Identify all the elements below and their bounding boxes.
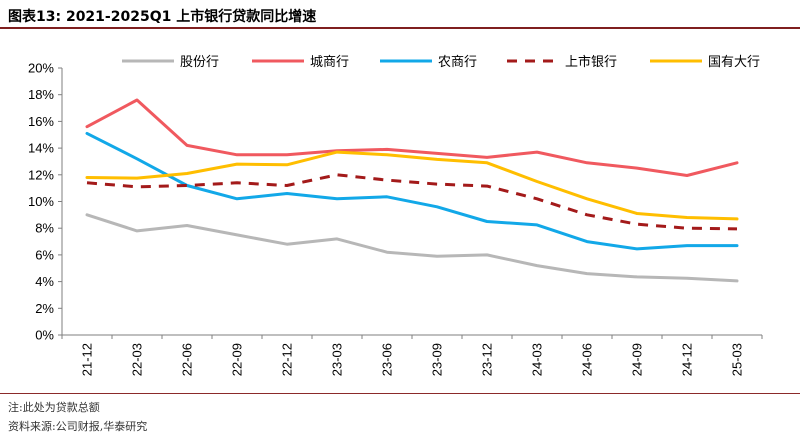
line-chart: 0% 2% 4% 6% 8% 10% 12% 14% 16% 18% 20% 21-12 22-03 22… bbox=[28, 54, 763, 376]
x-tick-label: 21-12 bbox=[80, 343, 95, 376]
title-divider bbox=[0, 27, 800, 29]
footer-divider bbox=[0, 393, 800, 394]
title-bar: 图表13: 2021-2025Q1 上市银行贷款同比增速 bbox=[0, 0, 800, 30]
footnote: 注:此处为贷款总额 bbox=[8, 401, 100, 414]
legend-label: 股份行 bbox=[180, 55, 219, 70]
y-tick-label: 4% bbox=[35, 274, 54, 289]
source-note: 资料来源:公司财报,华泰研究 bbox=[8, 420, 148, 433]
series-line bbox=[85, 98, 739, 177]
y-tick-label: 20% bbox=[28, 61, 54, 76]
y-tick-label: 6% bbox=[35, 247, 54, 262]
x-tick-label: 24-12 bbox=[680, 343, 695, 376]
series-line bbox=[86, 173, 738, 231]
legend-label: 农商行 bbox=[438, 55, 477, 70]
x-tick-label: 22-12 bbox=[280, 343, 295, 376]
x-tick-label: 24-06 bbox=[580, 343, 595, 376]
x-tick-label: 22-03 bbox=[130, 343, 145, 376]
y-tick-label: 0% bbox=[35, 328, 54, 343]
y-tick-label: 16% bbox=[28, 114, 54, 129]
legend-label: 国有大行 bbox=[708, 55, 760, 70]
x-tick-label: 24-09 bbox=[630, 343, 645, 376]
x-tick-label: 22-06 bbox=[180, 343, 195, 376]
series-line bbox=[85, 131, 739, 251]
series-line bbox=[85, 150, 739, 221]
x-tick-label: 23-06 bbox=[380, 343, 395, 376]
x-tick-label: 23-03 bbox=[330, 343, 345, 376]
y-tick-label: 14% bbox=[28, 141, 54, 156]
y-tick-label: 8% bbox=[35, 221, 54, 236]
x-tick-label: 22-09 bbox=[230, 343, 245, 376]
y-tick-label: 12% bbox=[28, 167, 54, 182]
x-tick-label: 24-03 bbox=[530, 343, 545, 376]
y-tick-label: 18% bbox=[28, 87, 54, 102]
x-tick-label: 25-03 bbox=[730, 343, 745, 376]
legend-label: 城商行 bbox=[310, 55, 349, 70]
series-line bbox=[85, 213, 739, 283]
y-tick-label: 10% bbox=[28, 194, 54, 209]
footer: 注:此处为贷款总额 资料来源:公司财报,华泰研究 bbox=[0, 393, 800, 439]
legend-label: 上市银行 bbox=[565, 54, 617, 70]
x-tick-label: 23-09 bbox=[430, 343, 445, 376]
chart-title: 图表13: 2021-2025Q1 上市银行贷款同比增速 bbox=[8, 9, 317, 25]
y-tick-label: 2% bbox=[35, 301, 54, 316]
x-tick-label: 23-12 bbox=[480, 343, 495, 376]
